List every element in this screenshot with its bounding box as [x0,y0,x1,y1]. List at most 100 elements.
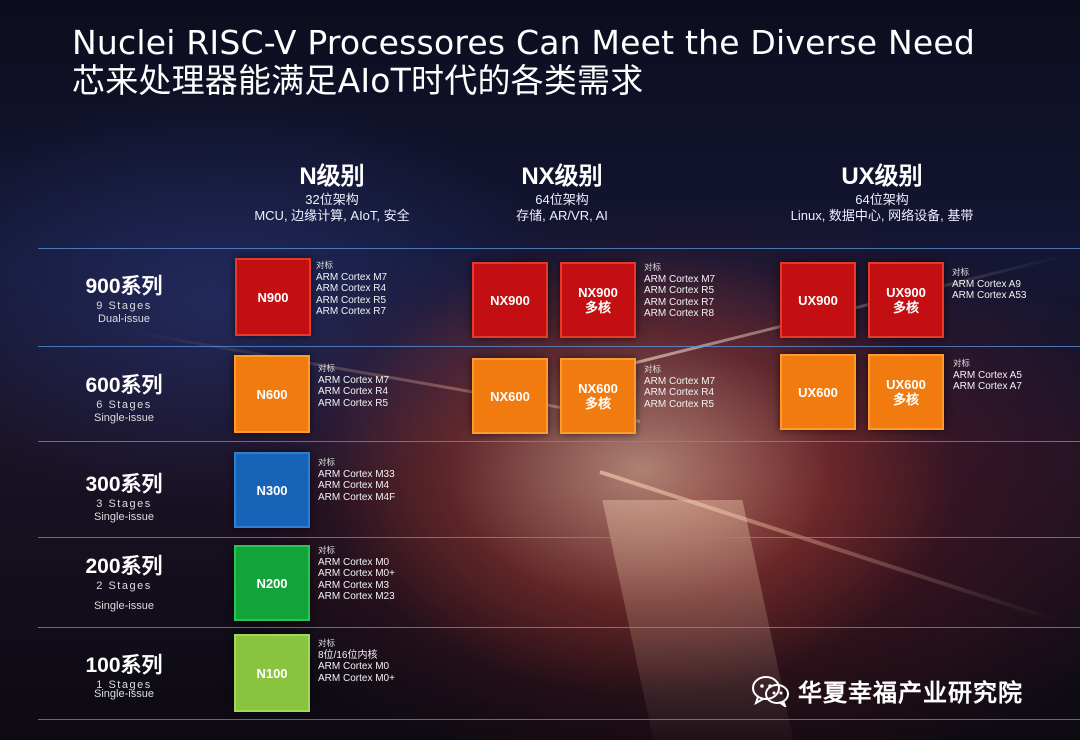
compare-header: 对标 [644,364,662,374]
series-name: 200系列 [85,555,163,578]
compare-item: ARM Cortex R5 [318,397,389,409]
stage-count: 2 Stages [96,580,152,592]
compare-item: ARM Cortex A53 [952,290,1027,301]
compare-item: ARM Cortex A7 [953,381,1022,392]
chip-label: N600 [256,386,288,402]
compare-nx900: 对标 ARM Cortex M7 ARM Cortex R5 ARM Corte… [644,262,715,320]
chip-label: N200 [256,575,288,591]
row-label-300: 300系列 3 Stages Single-issue [54,472,194,524]
compare-n200: 对标 ARM Cortex M0 ARM Cortex M0+ ARM Cort… [318,545,395,603]
wechat-icon [752,675,790,709]
chip-n300: N300 [234,452,310,528]
row-label-200: 200系列 2 Stages Single-issue [54,554,194,613]
watermark: 华夏幸福产业研究院 [752,673,1023,709]
series-name: 300系列 [85,473,163,496]
row-divider [38,441,1080,442]
chip-sublabel: 多核 [584,300,611,315]
compare-item: ARM Cortex R8 [644,308,715,319]
compare-header: 对标 [318,457,336,467]
compare-item: ARM Cortex R4 [644,387,715,398]
column-name: N级别 [299,163,365,190]
compare-item: ARM Cortex R4 [316,283,387,294]
row-divider [38,537,1080,538]
row-divider [38,346,1080,347]
row-label-900: 900系列 9 Stages Dual-issue [54,274,194,326]
chip-label: NX900 [490,292,530,308]
chip-label: N300 [256,482,288,498]
title-english: Nuclei RISC-V Processores Can Meet the D… [72,23,975,62]
stage-count: 6 Stages [96,399,152,411]
compare-item: ARM Cortex M23 [318,591,395,602]
chip-nx900-multicore: NX900 多核 [560,262,636,338]
compare-ux600: 对标 ARM Cortex A5 ARM Cortex A7 [953,358,1022,393]
compare-header: 对标 [318,638,336,648]
series-name: 100系列 [85,654,163,677]
title-chinese: 芯来处理器能满足AIoT时代的各类需求 [72,61,644,100]
chip-ux600: UX600 [780,354,856,430]
compare-item: ARM Cortex R5 [644,285,715,296]
compare-item: ARM Cortex M7 [318,374,390,386]
issue-type: Single-issue [94,600,154,612]
row-divider [38,248,1080,249]
chip-label: N900 [257,289,289,305]
chip-ux600-multicore: UX600 多核 [868,354,944,430]
issue-type: Single-issue [94,688,154,700]
compare-item: 8位/16位内核 [318,649,378,661]
column-header-nx: NX级别 64位架构 存储, AR/VR, AI [462,162,662,224]
compare-item: ARM Cortex M0+ [318,568,395,579]
chip-ux900-multicore: UX900 多核 [868,262,944,338]
chip-sublabel: 多核 [584,396,611,411]
light-streak [599,470,1058,623]
chip-label: UX900 [798,292,838,308]
compare-item: ARM Cortex M4F [318,491,396,503]
compare-n900: 对标 ARM Cortex M7 ARM Cortex R4 ARM Corte… [316,260,387,318]
chip-n100: N100 [234,634,310,712]
compare-item: ARM Cortex M0+ [318,672,395,684]
chip-nx600-multicore: NX600 多核 [560,358,636,434]
compare-item: ARM Cortex M7 [644,375,716,387]
chip-nx900: NX900 [472,262,548,338]
compare-item: ARM Cortex M7 [644,273,716,285]
compare-header: 对标 [318,363,336,373]
watermark-text: 华夏幸福产业研究院 [798,679,1023,707]
stage-count: 9 Stages [96,300,152,312]
compare-header: 对标 [644,262,662,272]
chip-nx600: NX600 [472,358,548,434]
stage-count: 3 Stages [96,498,152,510]
compare-item: ARM Cortex A5 [953,369,1022,381]
compare-item: ARM Cortex A9 [952,278,1021,290]
chip-ux900: UX900 [780,262,856,338]
column-header-ux: UX级别 64位架构 Linux, 数据中心, 网络设备, 基带 [752,162,1012,224]
compare-item: ARM Cortex R7 [644,296,715,308]
compare-item: ARM Cortex M0 [318,661,390,672]
issue-type: Single-issue [94,412,154,424]
chip-label: UX900 [886,285,926,300]
column-arch: 32位架构 [305,192,359,207]
issue-type: Dual-issue [98,313,150,325]
column-name: UX级别 [841,163,923,190]
chip-sublabel: 多核 [892,300,919,315]
compare-n600: 对标 ARM Cortex M7 ARM Cortex R4 ARM Corte… [318,363,389,409]
compare-item: ARM Cortex R7 [316,306,387,317]
column-header-n: N级别 32位架构 MCU, 边缘计算, AIoT, 安全 [232,162,432,224]
chip-sublabel: 多核 [892,392,919,407]
compare-nx600: 对标 ARM Cortex M7 ARM Cortex R4 ARM Corte… [644,364,715,410]
series-name: 900系列 [85,275,163,298]
row-label-600: 600系列 6 Stages Single-issue [54,373,194,425]
compare-item: ARM Cortex M0 [318,556,390,568]
issue-type: Single-issue [94,511,154,523]
column-arch: 64位架构 [855,192,909,207]
series-name: 600系列 [85,374,163,397]
compare-header: 对标 [952,267,970,277]
chip-n200: N200 [234,545,310,621]
column-apps: 存储, AR/VR, AI [516,208,608,223]
slide-title: Nuclei RISC-V Processores Can Meet the D… [72,24,975,100]
row-divider [38,719,1080,720]
column-arch: 64位架构 [535,192,589,207]
compare-item: ARM Cortex R5 [316,294,387,306]
compare-n300: 对标 ARM Cortex M33 ARM Cortex M4 ARM Cort… [318,457,395,503]
chip-n900: N900 [235,258,311,336]
compare-header: 对标 [316,260,334,270]
compare-header: 对标 [318,545,336,555]
compare-item: ARM Cortex R4 [318,386,389,397]
